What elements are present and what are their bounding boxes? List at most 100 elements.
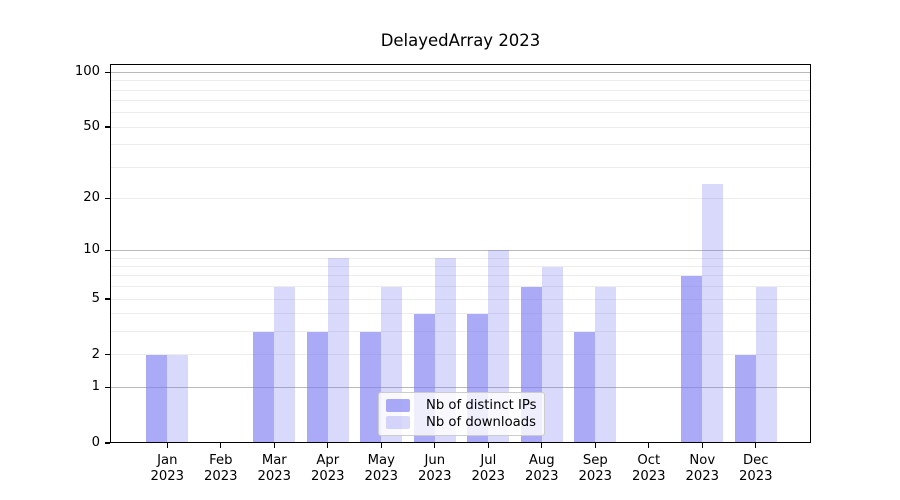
y-tick-label: 2 <box>91 346 100 362</box>
minor-gridline <box>111 298 810 300</box>
legend-item-distinct-ips: Nb of distinct IPs <box>386 397 537 413</box>
x-tick-label-line: Jul <box>480 453 497 468</box>
x-tick-label-line: Jan <box>157 453 178 468</box>
minor-gridline <box>111 354 810 356</box>
y-tick <box>105 197 110 200</box>
x-tick <box>220 443 222 448</box>
minor-gridline <box>111 144 810 146</box>
minor-gridline <box>111 89 810 91</box>
x-tick-label-line: Dec <box>743 453 769 468</box>
x-tick-label: Sep 2023 <box>553 453 637 485</box>
x-tick <box>380 443 382 448</box>
x-tick <box>594 443 596 448</box>
x-tick-label-line: 2023 <box>632 469 666 484</box>
y-tick <box>105 126 110 128</box>
x-tick-label: Aug 2023 <box>500 453 584 485</box>
minor-gridline <box>111 112 810 114</box>
x-tick-label: Mar 2023 <box>232 453 316 485</box>
x-tick-label-line: Apr <box>316 453 340 468</box>
bar-distinct-ips-sep <box>574 331 596 443</box>
y-tick-label: 20 <box>83 190 100 206</box>
legend-item-downloads: Nb of downloads <box>386 415 536 430</box>
x-tick-label-line: Jun <box>424 453 446 468</box>
y-tick-label: 1 <box>91 379 100 395</box>
bar-downloads-nov <box>702 184 724 443</box>
bar-distinct-ips-may <box>360 331 382 443</box>
legend-label-distinct-ips: Nb of distinct IPs <box>426 397 537 413</box>
x-tick-label: Jul 2023 <box>446 453 530 485</box>
y-tick-label: 0 <box>91 435 100 450</box>
x-tick-label: Apr 2023 <box>286 453 370 485</box>
x-tick <box>327 443 329 448</box>
x-tick-label-line: 2023 <box>471 469 506 484</box>
minor-gridline <box>111 286 810 288</box>
x-tick <box>541 443 543 448</box>
bar-distinct-ips-dec <box>734 354 756 443</box>
x-tick-label-line: 2023 <box>257 469 292 484</box>
bar-downloads-sep <box>595 286 617 443</box>
x-tick-label-line: 2023 <box>204 469 238 484</box>
x-tick-label-line: 2023 <box>578 469 613 484</box>
minor-gridline <box>111 275 810 277</box>
x-tick-label-line: 2023 <box>739 469 773 484</box>
legend-swatch-downloads <box>386 416 410 430</box>
y-tick <box>105 386 110 388</box>
bar-distinct-ips-jan <box>146 354 168 443</box>
chart-title: DelayedArray 2023 <box>380 31 541 50</box>
x-tick-label: Nov 2023 <box>660 453 744 485</box>
y-tick <box>105 71 110 73</box>
x-tick-label: Feb 2023 <box>179 453 263 485</box>
legend: Nb of distinct IPs Nb of downloads <box>378 392 545 436</box>
major-gridline <box>111 386 810 388</box>
x-tick-label-line: 2023 <box>685 469 720 484</box>
bar-downloads-aug <box>541 266 563 443</box>
x-tick-label-line: Feb <box>209 453 233 468</box>
bar-downloads-jan <box>167 354 189 443</box>
x-tick-label-line: Nov <box>689 453 716 468</box>
x-tick-label-line: Mar <box>261 453 287 468</box>
major-gridline <box>111 249 810 251</box>
x-tick-label: Oct 2023 <box>607 453 691 485</box>
bar-distinct-ips-nov <box>681 275 703 443</box>
x-tick-label: Dec 2023 <box>714 453 798 485</box>
y-tick <box>105 298 110 300</box>
y-tick-label: 100 <box>74 64 100 80</box>
x-tick-label: Jan 2023 <box>125 453 209 485</box>
minor-gridline <box>111 313 810 315</box>
major-gridline <box>111 71 810 73</box>
bar-distinct-ips-apr <box>306 331 328 443</box>
x-tick-label-line: 2023 <box>364 469 399 484</box>
x-tick <box>755 443 757 448</box>
x-tick <box>434 443 436 448</box>
x-tick-label: May 2023 <box>339 453 423 485</box>
y-tick-label: 5 <box>91 291 100 307</box>
x-tick <box>487 443 489 448</box>
x-tick <box>273 443 275 448</box>
bar-downloads-apr <box>327 258 349 443</box>
x-tick-label-line: Aug <box>528 453 555 468</box>
x-tick-label-line: 2023 <box>525 469 559 484</box>
minor-gridline <box>111 257 810 259</box>
minor-gridline <box>111 126 810 128</box>
x-tick <box>166 443 168 448</box>
x-tick-label-line: 2023 <box>150 469 185 484</box>
y-tick <box>105 442 110 444</box>
minor-gridline <box>111 266 810 267</box>
bar-distinct-ips-mar <box>253 331 275 443</box>
y-tick <box>105 354 110 356</box>
x-tick <box>701 443 703 448</box>
minor-gridline <box>111 100 810 102</box>
x-tick-label-line: 2023 <box>311 469 345 484</box>
y-tick <box>105 249 110 252</box>
y-tick-label: 10 <box>83 242 100 258</box>
x-tick-label-line: 2023 <box>418 469 452 484</box>
minor-gridline <box>111 331 810 333</box>
minor-gridline <box>111 80 810 82</box>
legend-label-downloads: Nb of downloads <box>426 415 536 431</box>
y-tick-label: 50 <box>83 119 100 135</box>
x-tick <box>648 443 650 448</box>
minor-gridline <box>111 166 810 168</box>
bar-downloads-mar <box>274 286 296 443</box>
bar-downloads-dec <box>755 286 777 443</box>
